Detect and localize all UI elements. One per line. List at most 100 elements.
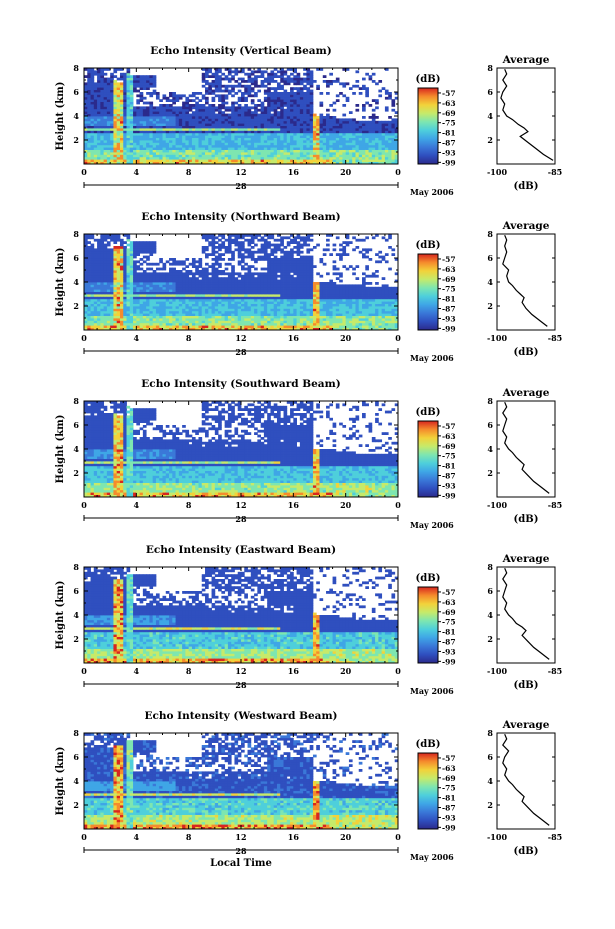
heatmap-cell	[237, 279, 242, 283]
heatmap-cell	[116, 135, 121, 138]
heatmap-cell	[260, 315, 265, 319]
heatmap-cell	[205, 70, 209, 74]
heatmap-cell	[191, 325, 196, 328]
heatmap-cell	[84, 152, 88, 155]
heatmap-cell	[139, 262, 144, 266]
heatmap-cell	[123, 128, 127, 131]
heatmap-cell	[136, 301, 140, 304]
heatmap-cell	[182, 159, 186, 162]
heatmap-cell	[87, 106, 91, 110]
heatmap-cell	[270, 80, 275, 83]
heatmap-cell	[100, 267, 105, 271]
heatmap-cell	[394, 125, 399, 129]
heatmap-cell	[195, 111, 199, 114]
heatmap-cell	[329, 156, 333, 160]
heatmap-cell	[110, 318, 114, 321]
heatmap-cell	[90, 303, 95, 307]
heatmap-cell	[231, 318, 235, 321]
heatmap-cell	[169, 296, 173, 300]
heatmap-cell	[172, 298, 176, 302]
heatmap-cell	[241, 137, 245, 141]
heatmap-cell	[172, 322, 176, 326]
heatmap-cell	[126, 234, 131, 237]
heatmap-cell	[231, 156, 235, 160]
heatmap-cell	[218, 70, 222, 74]
heatmap-cell	[133, 246, 137, 249]
heatmap-cell	[182, 132, 186, 136]
heatmap-cell	[378, 147, 383, 150]
heatmap-cell	[129, 113, 134, 117]
heatmap-cell	[103, 135, 108, 138]
heatmap-cell	[267, 125, 271, 129]
heatmap-cell	[133, 322, 137, 326]
heatmap-cell	[267, 113, 271, 117]
heatmap-cell	[129, 248, 134, 252]
heatmap-cell	[260, 306, 265, 309]
heatmap-cell	[345, 152, 350, 155]
heatmap-cell	[231, 70, 235, 74]
heatmap-cell	[237, 130, 242, 134]
heatmap-cell	[247, 298, 252, 302]
heatmap-cell	[309, 161, 314, 165]
heatmap-cell	[93, 89, 98, 93]
heatmap-cell	[375, 132, 379, 136]
heatmap-cell	[326, 154, 330, 158]
heatmap-cell	[201, 320, 206, 324]
heatmap-cell	[348, 125, 353, 129]
heatmap-cell	[391, 130, 396, 134]
heatmap-cell	[355, 104, 360, 107]
heatmap-cell	[198, 123, 203, 126]
heatmap-cell	[97, 253, 101, 256]
heatmap-cell	[306, 104, 311, 107]
heatmap-cell	[159, 303, 163, 307]
heatmap-cell	[172, 308, 176, 312]
heatmap-cell	[388, 125, 392, 129]
heatmap-cell	[152, 123, 157, 126]
heatmap-cell	[106, 272, 111, 276]
heatmap-cell	[169, 277, 173, 280]
heatmap-cell	[260, 72, 265, 76]
heatmap-cell	[119, 277, 124, 280]
heatmap-cell	[87, 142, 91, 146]
heatmap-cell	[276, 137, 281, 141]
heatmap-cell	[129, 250, 134, 254]
heatmap-cell	[322, 147, 327, 150]
heatmap-cell	[283, 137, 288, 141]
heatmap-cell	[142, 106, 147, 110]
heatmap-cell	[169, 99, 173, 102]
heatmap-cell	[93, 137, 98, 141]
heatmap-cell	[208, 120, 212, 124]
heatmap-cell	[227, 72, 232, 76]
heatmap-cell	[175, 116, 180, 119]
heatmap-cell	[133, 284, 137, 288]
heatmap-cell	[142, 315, 147, 319]
heatmap-cell	[205, 159, 209, 162]
heatmap-cell	[257, 308, 262, 312]
heatmap-cell	[100, 238, 105, 242]
heatmap-cell	[329, 152, 333, 155]
heatmap-cell	[146, 255, 150, 259]
heatmap-cell	[241, 120, 245, 124]
heatmap-cell	[142, 274, 147, 278]
heatmap-cell	[224, 154, 229, 158]
heatmap-cell	[116, 108, 121, 112]
heatmap-cell	[208, 104, 212, 107]
heatmap-cell	[309, 125, 314, 129]
heatmap-cell	[123, 77, 127, 81]
heatmap-cell	[149, 327, 154, 331]
heatmap-cell	[93, 303, 98, 307]
heatmap-cell	[293, 80, 297, 83]
heatmap-cell	[231, 320, 235, 324]
heatmap-cell	[87, 135, 91, 138]
heatmap-cell	[129, 277, 134, 280]
heatmap-cell	[247, 89, 252, 93]
heatmap-cell	[368, 125, 373, 129]
heatmap-cell	[182, 322, 186, 326]
heatmap-cell	[312, 135, 317, 138]
heatmap-cell	[211, 243, 216, 247]
heatmap-cell	[270, 159, 275, 162]
heatmap-cell	[195, 270, 199, 273]
heatmap-cell	[191, 310, 196, 314]
heatmap-cell	[159, 284, 163, 288]
heatmap-cell	[227, 236, 232, 240]
